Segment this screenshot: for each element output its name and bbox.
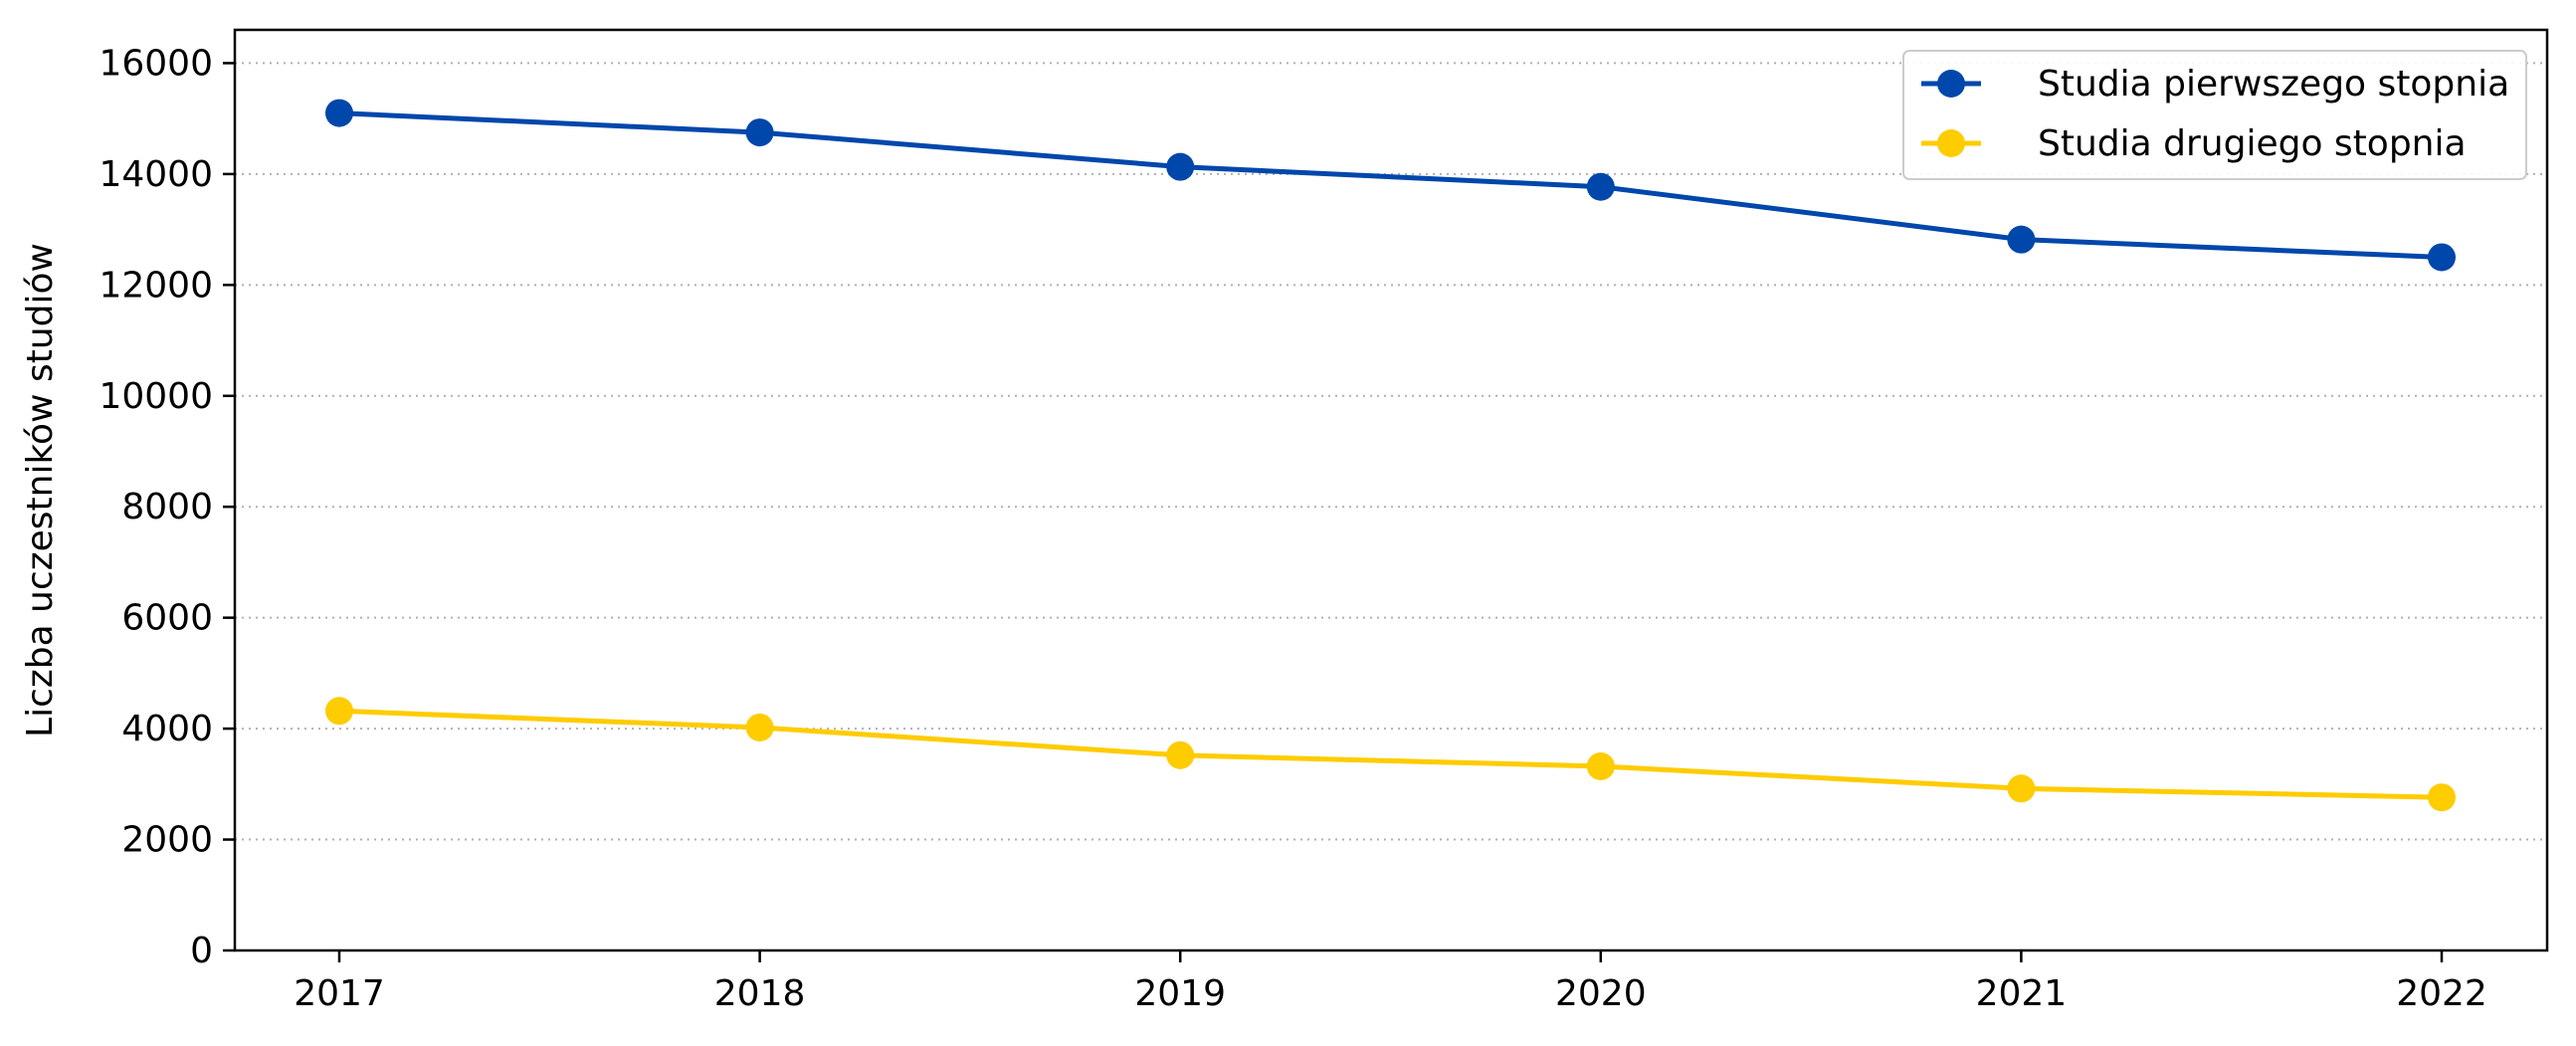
series-line xyxy=(336,708,2445,800)
y-tick-label: 10000 xyxy=(99,376,213,417)
y-tick-label: 14000 xyxy=(99,154,213,195)
series-2 xyxy=(325,697,2456,812)
y-axis: 0 2000 4000 6000 8000 10000 12000 14000 16000 xyxy=(99,43,235,971)
series-line xyxy=(336,110,2445,260)
x-tick-label: 2019 xyxy=(1134,973,1226,1014)
y-axis-title: Liczba uczestników studiów xyxy=(20,243,61,737)
data-point xyxy=(1586,172,1615,201)
y-tick-label: 12000 xyxy=(99,265,213,306)
x-tick-label: 2021 xyxy=(1976,973,2068,1014)
data-point xyxy=(325,99,353,127)
data-point xyxy=(2428,243,2456,272)
y-tick-label: 8000 xyxy=(121,487,213,527)
gridlines xyxy=(235,62,2547,841)
y-tick-label: 16000 xyxy=(99,43,213,84)
legend-label: Studia drugiego stopnia xyxy=(2038,123,2467,164)
data-point xyxy=(325,697,353,726)
x-tick-label: 2018 xyxy=(714,973,806,1014)
y-tick-label: 4000 xyxy=(121,709,213,749)
legend-marker xyxy=(1937,70,1965,98)
x-tick-label: 2017 xyxy=(294,973,385,1014)
legend-label: Studia pierwszego stopnia xyxy=(2038,64,2509,105)
x-tick-label: 2022 xyxy=(2396,973,2487,1014)
y-tick-label: 6000 xyxy=(121,598,213,639)
y-tick-label: 0 xyxy=(190,931,213,971)
data-point xyxy=(2007,225,2036,254)
data-point xyxy=(1166,740,1195,769)
data-point xyxy=(1166,152,1195,181)
series-layer xyxy=(325,99,2456,812)
y-tick-label: 2000 xyxy=(121,820,213,861)
data-point xyxy=(745,118,774,147)
plot-frame xyxy=(233,28,2549,952)
x-tick-label: 2020 xyxy=(1555,973,1647,1014)
x-axis: 2017 2018 2019 2020 2021 2022 xyxy=(294,950,2487,1014)
series-1 xyxy=(325,99,2456,272)
data-point xyxy=(2428,783,2456,812)
data-point xyxy=(2007,774,2036,803)
data-point xyxy=(745,713,774,741)
legend: Studia pierwszego stopnia Studia drugiego… xyxy=(1902,50,2527,180)
data-point xyxy=(1586,752,1615,780)
legend-box xyxy=(1902,50,2527,180)
legend-marker xyxy=(1937,129,1965,157)
